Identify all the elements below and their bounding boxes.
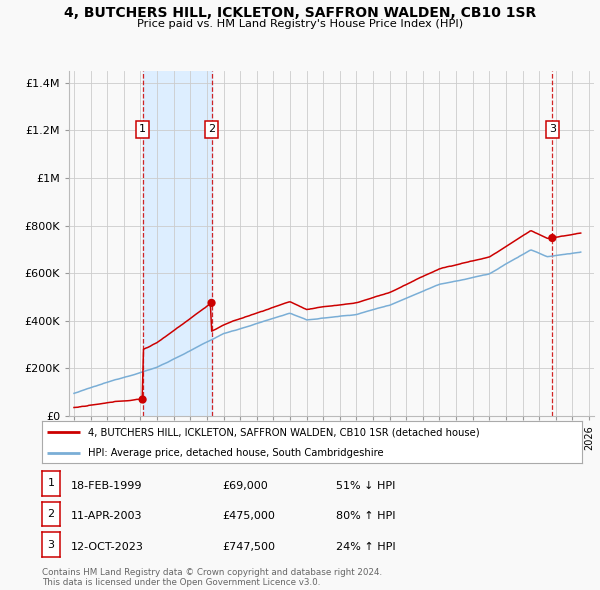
- Text: 12-OCT-2023: 12-OCT-2023: [71, 542, 143, 552]
- Text: 1: 1: [47, 478, 55, 489]
- Text: 3: 3: [47, 540, 55, 550]
- Text: Price paid vs. HM Land Registry's House Price Index (HPI): Price paid vs. HM Land Registry's House …: [137, 19, 463, 29]
- Text: 3: 3: [549, 124, 556, 135]
- Bar: [143, 71, 212, 416]
- Text: £747,500: £747,500: [222, 542, 275, 552]
- Text: £475,000: £475,000: [222, 512, 275, 522]
- Text: 4, BUTCHERS HILL, ICKLETON, SAFFRON WALDEN, CB10 1SR (detached house): 4, BUTCHERS HILL, ICKLETON, SAFFRON WALD…: [88, 427, 479, 437]
- Text: 18-FEB-1999: 18-FEB-1999: [71, 481, 142, 491]
- Text: 80% ↑ HPI: 80% ↑ HPI: [336, 512, 395, 522]
- Text: Contains HM Land Registry data © Crown copyright and database right 2024.
This d: Contains HM Land Registry data © Crown c…: [42, 568, 382, 587]
- Text: £69,000: £69,000: [222, 481, 268, 491]
- Text: 1: 1: [139, 124, 146, 135]
- Text: 11-APR-2003: 11-APR-2003: [71, 512, 142, 522]
- Text: 2: 2: [47, 509, 55, 519]
- Text: HPI: Average price, detached house, South Cambridgeshire: HPI: Average price, detached house, Sout…: [88, 448, 383, 457]
- Point: [207, 298, 217, 307]
- Text: 24% ↑ HPI: 24% ↑ HPI: [336, 542, 395, 552]
- Point: [138, 395, 148, 404]
- Text: 2: 2: [208, 124, 215, 135]
- Text: 4, BUTCHERS HILL, ICKLETON, SAFFRON WALDEN, CB10 1SR: 4, BUTCHERS HILL, ICKLETON, SAFFRON WALD…: [64, 6, 536, 20]
- Point: [547, 233, 557, 242]
- Text: 51% ↓ HPI: 51% ↓ HPI: [336, 481, 395, 491]
